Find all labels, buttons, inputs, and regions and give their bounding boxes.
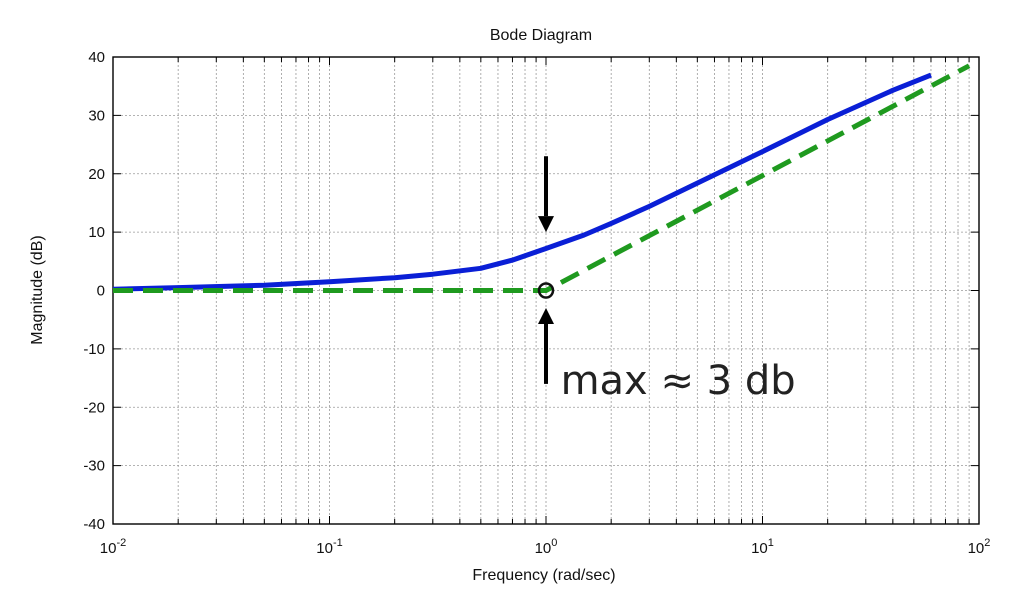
x-tick-labels: 10-2 10-1 100 101 102 xyxy=(100,537,991,557)
tick-marks xyxy=(112,56,979,525)
magnitude-line xyxy=(112,72,932,292)
chart-title: Bode Diagram xyxy=(490,27,592,44)
y-tick-label: -30 xyxy=(83,458,105,475)
x-tick-label: 10-2 xyxy=(100,537,126,557)
arrow-head xyxy=(538,308,554,325)
y-tick-label: -40 xyxy=(83,516,105,533)
y-tick-label: 30 xyxy=(88,107,105,124)
x-tick-label: 100 xyxy=(535,537,558,557)
series-group xyxy=(112,63,971,293)
max-annotation: max ≈ 3 db xyxy=(561,358,796,404)
y-tick-label: -20 xyxy=(83,399,105,416)
x-tick-label: 10-1 xyxy=(316,537,342,557)
y-tick-label: 40 xyxy=(88,49,105,66)
y-tick-label: 10 xyxy=(88,224,105,241)
asymptote-line xyxy=(113,63,971,293)
y-tick-label: 0 xyxy=(97,283,105,300)
arrow-head xyxy=(538,216,554,233)
annotation-group: max ≈ 3 db xyxy=(537,156,796,404)
corner-marker xyxy=(537,282,555,299)
x-tick-label: 101 xyxy=(751,537,774,557)
x-tick-label: 102 xyxy=(968,537,991,557)
y-axis-label: Magnitude (dB) xyxy=(29,235,46,344)
y-tick-label: 20 xyxy=(88,166,105,183)
x-axis-label: Frequency (rad/sec) xyxy=(472,567,615,584)
y-tick-label: -10 xyxy=(83,341,105,358)
y-tick-labels: 40 30 20 10 0 -10 -20 -30 -40 xyxy=(83,49,105,533)
